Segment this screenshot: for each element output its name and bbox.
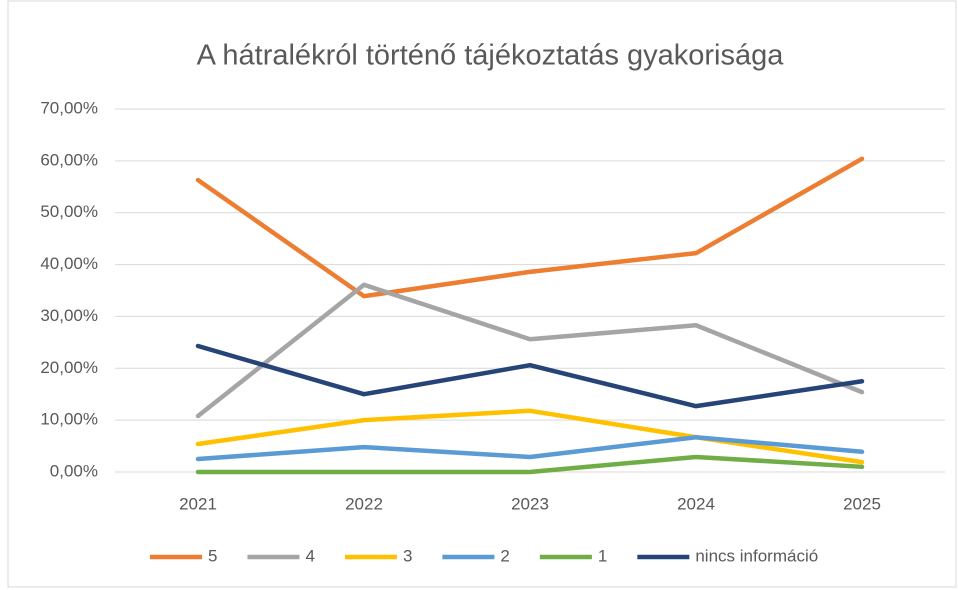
y-tick-label: 60,00% (40, 150, 98, 169)
line-series (195, 156, 865, 299)
legend-label: 1 (598, 546, 607, 565)
x-tick-label: 2023 (511, 494, 549, 513)
legend-label: 4 (305, 546, 314, 565)
x-tick-label: 2021 (179, 494, 217, 513)
line-series (195, 454, 865, 475)
chart-title: A hátralékról történő tájékoztatás gyako… (197, 40, 785, 72)
x-tick-label: 2022 (345, 494, 383, 513)
y-tick-label: 0,00% (50, 461, 98, 480)
line-series (195, 282, 865, 419)
x-tick-label: 2024 (677, 494, 715, 513)
legend-label: 2 (500, 546, 509, 565)
y-tick-label: 70,00% (40, 98, 98, 117)
line-series (195, 408, 865, 465)
y-tick-label: 50,00% (40, 202, 98, 221)
chart-frame (7, 0, 957, 588)
line-series (195, 343, 865, 409)
line-series (195, 435, 865, 462)
legend-label: 5 (208, 546, 217, 565)
x-tick-label: 2025 (843, 494, 881, 513)
y-tick-label: 40,00% (40, 254, 98, 273)
y-tick-label: 30,00% (40, 306, 98, 325)
y-tick-label: 20,00% (40, 358, 98, 377)
legend-label: nincs információ (695, 546, 818, 565)
legend-label: 3 (403, 546, 412, 565)
y-tick-label: 10,00% (40, 410, 98, 429)
